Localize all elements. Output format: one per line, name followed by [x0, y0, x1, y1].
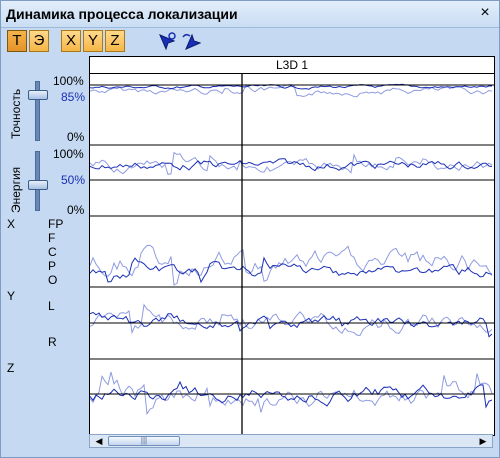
accuracy-slider-thumb[interactable] — [28, 89, 48, 100]
trace-line-8 — [90, 311, 493, 338]
zoom-out-pointer-icon[interactable] — [181, 32, 201, 52]
accuracy-toggle-button[interactable]: Т — [7, 30, 27, 52]
accuracy-min-label: 0% — [67, 130, 85, 144]
trace-line-2 — [90, 83, 492, 90]
accuracy-max-label: 100% — [53, 74, 84, 88]
accuracy-slider-track[interactable] — [35, 81, 40, 141]
scroll-left-icon[interactable]: ◀ — [95, 436, 103, 446]
energy-value-label: 50% — [61, 173, 86, 187]
right-r-label: R — [48, 335, 57, 349]
close-button[interactable]: × — [480, 4, 490, 21]
energy-label: Энергия — [9, 166, 23, 213]
x-axis-button[interactable]: X — [61, 30, 81, 52]
trace-line-6 — [90, 256, 493, 284]
accuracy-value-label: 85% — [61, 90, 86, 104]
title-bar[interactable]: Динамика процесса локализации × — [1, 1, 499, 28]
y-axis-button[interactable]: Y — [83, 30, 103, 52]
trace-line-5 — [90, 244, 493, 286]
state-p-label: P — [48, 259, 57, 273]
toolbar: Т Э X Y Z — [1, 28, 499, 56]
trace-line-3 — [90, 151, 493, 175]
trace-line-4 — [90, 158, 493, 172]
plot-panel[interactable]: L3D 1 — [89, 56, 495, 436]
state-fp-label: FP — [48, 217, 64, 231]
horizontal-scrollbar[interactable]: ◀ ||| ▶ — [89, 434, 493, 448]
energy-max-label: 100% — [53, 147, 84, 161]
y-row-label: Y — [7, 289, 16, 303]
plot-title: L3D 1 — [90, 57, 494, 74]
zoom-in-pointer-icon[interactable] — [157, 32, 177, 52]
trace-line-9 — [90, 371, 493, 416]
z-axis-button[interactable]: Z — [105, 30, 125, 52]
energy-slider-thumb[interactable] — [28, 180, 48, 190]
signal-traces — [90, 74, 494, 435]
state-o-label: O — [48, 273, 58, 287]
trace-line-10 — [90, 380, 493, 409]
state-c-label: C — [48, 245, 57, 259]
window-title: Динамика процесса локализации — [6, 6, 238, 22]
z-row-label: Z — [7, 361, 15, 375]
accuracy-label: Точность — [9, 88, 23, 139]
energy-min-label: 0% — [67, 203, 85, 217]
scrollbar-thumb[interactable]: ||| — [108, 436, 180, 446]
trace-line-7 — [90, 303, 493, 337]
state-f-label: F — [48, 231, 56, 245]
left-l-label: L — [48, 299, 55, 313]
energy-toggle-button[interactable]: Э — [29, 30, 49, 52]
scroll-right-icon[interactable]: ▶ — [479, 436, 487, 446]
x-row-label: X — [7, 217, 16, 231]
